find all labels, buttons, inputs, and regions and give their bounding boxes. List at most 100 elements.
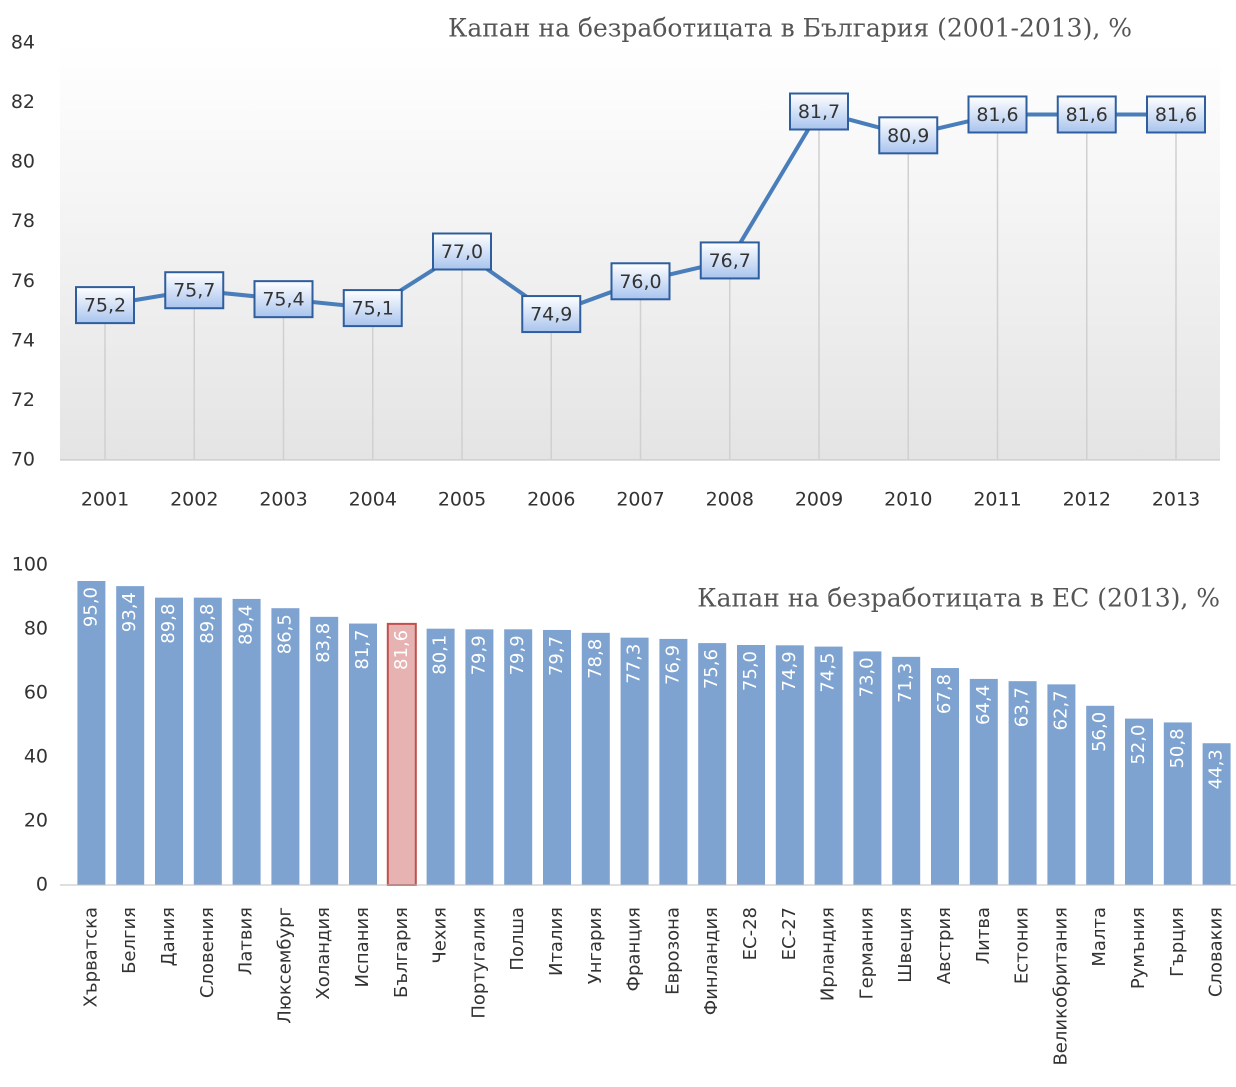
data-label: 81,6 xyxy=(391,630,412,670)
bar xyxy=(1125,718,1153,885)
x-tick-label: 2005 xyxy=(438,489,486,511)
y-tick-label: 100 xyxy=(12,554,48,576)
y-tick-label: 60 xyxy=(24,682,48,704)
bar xyxy=(892,656,921,885)
bar xyxy=(620,637,649,885)
data-label: 75,6 xyxy=(701,649,722,689)
x-tick-label: Словакия xyxy=(1206,907,1227,997)
y-tick-label: 80 xyxy=(24,618,48,640)
y-tick-label: 84 xyxy=(11,32,35,54)
data-label: 67,8 xyxy=(934,674,955,714)
data-label: 80,1 xyxy=(430,635,451,675)
data-label-box xyxy=(699,241,760,280)
bar xyxy=(1008,681,1037,885)
data-label: 76,7 xyxy=(709,250,751,272)
x-tick-label: Гърция xyxy=(1167,907,1188,977)
bar xyxy=(853,651,882,885)
x-tick-label: ЕС-27 xyxy=(779,907,800,960)
y-tick-label: 80 xyxy=(11,151,35,173)
data-label: 93,4 xyxy=(119,592,140,632)
bar xyxy=(426,628,455,885)
data-label-box xyxy=(521,295,582,334)
x-tick-label: Финландия xyxy=(701,907,722,1015)
bar xyxy=(543,629,571,885)
x-tick-label: Литва xyxy=(973,907,994,964)
data-label: 75,4 xyxy=(262,289,304,311)
x-tick-label: Швеция xyxy=(895,907,916,983)
x-tick-label: Великобритания xyxy=(1050,907,1071,1066)
x-tick-label: Словения xyxy=(197,907,218,998)
x-tick-label: 2010 xyxy=(884,489,932,511)
y-tick-label: 72 xyxy=(11,389,35,411)
data-label: 95,0 xyxy=(80,587,101,627)
y-tick-label: 0 xyxy=(36,874,48,896)
x-tick-label: 2001 xyxy=(81,489,129,511)
x-tick-label: Унгария xyxy=(585,907,606,984)
x-tick-label: 2012 xyxy=(1063,489,1111,511)
data-label-box xyxy=(432,232,492,271)
data-label: 63,7 xyxy=(1012,687,1033,727)
bar xyxy=(931,668,959,885)
chart-title: Капан на безработицата в ЕС (2013), % xyxy=(697,584,1220,613)
x-tick-label: Хърватска xyxy=(80,907,101,1007)
x-tick-label: 2006 xyxy=(527,489,575,511)
x-tick-label: 2007 xyxy=(616,489,664,511)
data-label: 86,5 xyxy=(274,614,295,654)
data-label-box xyxy=(75,286,135,325)
x-tick-label: Белгия xyxy=(119,907,140,974)
bar xyxy=(77,581,106,885)
x-tick-label: Еврозона xyxy=(662,907,683,995)
data-label: 89,8 xyxy=(197,604,218,644)
x-tick-label: Люксембург xyxy=(274,907,295,1024)
data-label-box xyxy=(789,92,849,131)
data-label: 56,0 xyxy=(1089,712,1110,752)
data-label: 79,7 xyxy=(546,636,567,676)
data-label: 50,8 xyxy=(1167,728,1188,768)
x-tick-label: България xyxy=(391,907,412,998)
x-tick-label: 2004 xyxy=(349,489,397,511)
x-tick-label: Германия xyxy=(856,907,877,999)
x-tick-label: Естония xyxy=(1012,907,1033,984)
data-label-box xyxy=(253,280,314,319)
x-tick-label: Румъния xyxy=(1128,907,1149,989)
x-tick-label: Ирландия xyxy=(818,907,839,1001)
data-label: 76,0 xyxy=(619,271,661,293)
data-label-box xyxy=(610,262,671,301)
data-label: 89,4 xyxy=(236,605,257,645)
data-label: 79,9 xyxy=(468,635,489,675)
data-label: 74,9 xyxy=(530,304,572,326)
x-tick-label: ЕС-28 xyxy=(740,907,761,960)
data-label-box xyxy=(1056,95,1117,134)
bar xyxy=(504,629,533,885)
data-label: 83,8 xyxy=(313,623,334,663)
x-tick-label: Холандия xyxy=(313,907,334,1000)
bar xyxy=(465,629,494,885)
data-label: 79,9 xyxy=(507,635,528,675)
bar xyxy=(310,616,339,885)
x-tick-label: Австрия xyxy=(934,907,955,984)
x-tick-label: Испания xyxy=(352,907,373,987)
bar xyxy=(1163,722,1192,885)
data-label: 75,1 xyxy=(352,298,394,320)
x-tick-label: Дания xyxy=(158,907,179,966)
bar xyxy=(193,597,222,885)
x-tick-label: 2002 xyxy=(170,489,218,511)
x-tick-label: Италия xyxy=(546,907,567,976)
x-tick-label: Полша xyxy=(507,907,528,971)
bar xyxy=(232,598,261,885)
x-tick-label: 2008 xyxy=(706,489,754,511)
bar xyxy=(116,586,145,885)
data-label: 89,8 xyxy=(158,604,179,644)
data-label: 52,0 xyxy=(1128,725,1149,765)
bar xyxy=(737,645,765,885)
data-label: 81,7 xyxy=(798,101,840,123)
bar xyxy=(659,638,688,885)
data-label: 77,3 xyxy=(624,644,645,684)
data-label: 74,9 xyxy=(779,651,800,691)
x-tick-label: 2003 xyxy=(259,489,307,511)
bar xyxy=(1202,743,1231,885)
data-label-box xyxy=(878,116,939,155)
y-tick-label: 82 xyxy=(11,91,35,113)
data-label: 71,3 xyxy=(895,663,916,703)
data-label: 75,7 xyxy=(173,280,215,302)
